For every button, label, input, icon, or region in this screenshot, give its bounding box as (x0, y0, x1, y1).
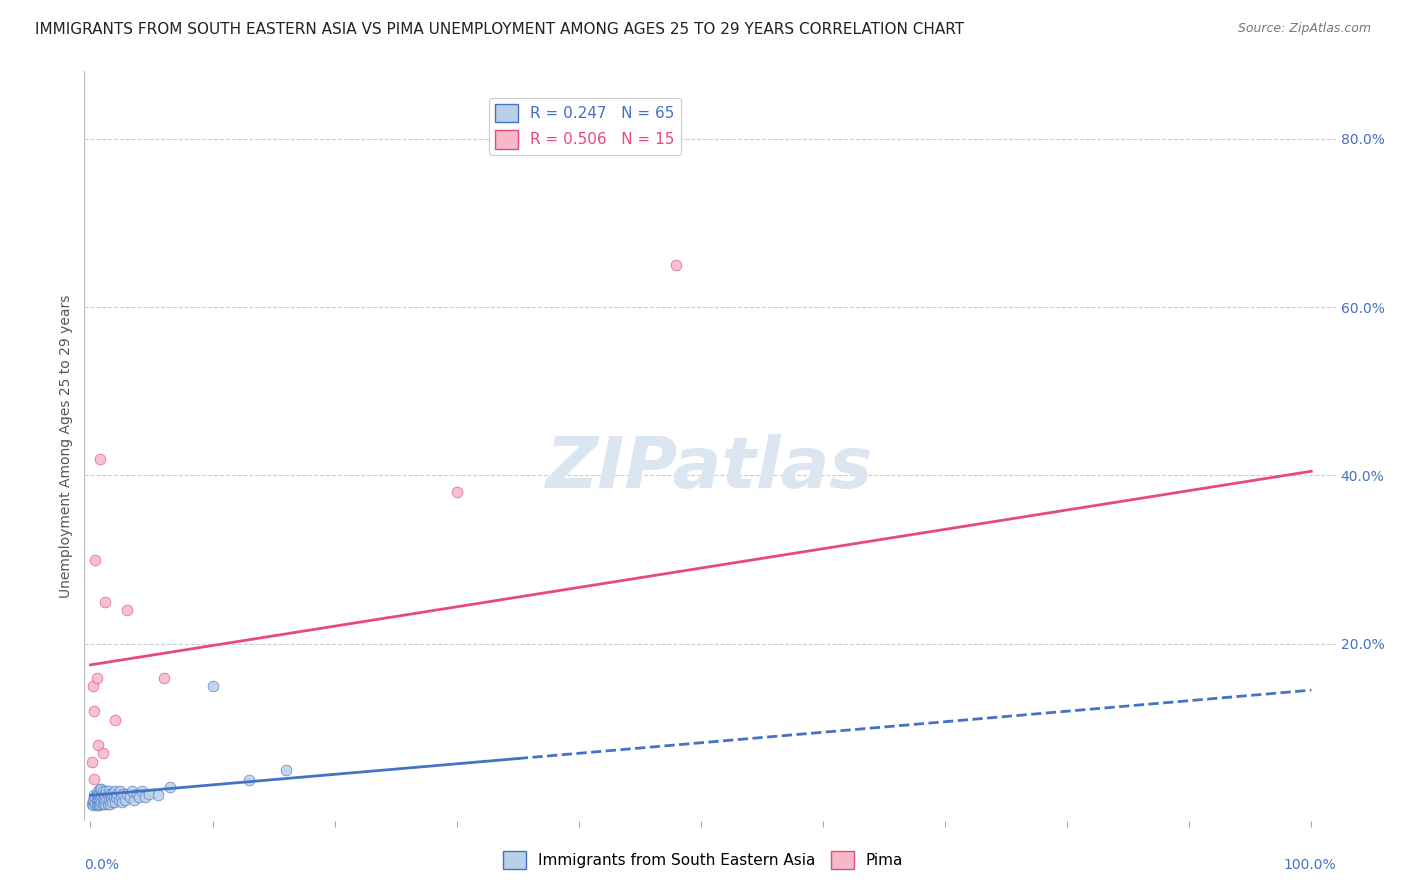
Point (86, 792, 108, 806)
Point (91, 797, 114, 811)
Point (105, 790, 128, 805)
Point (91, 746, 114, 760)
Point (83, 795, 105, 809)
Point (104, 795, 127, 809)
Point (87, 790, 110, 805)
Text: IMMIGRANTS FROM SOUTH EASTERN ASIA VS PIMA UNEMPLOYMENT AMONG AGES 25 TO 29 YEAR: IMMIGRANTS FROM SOUTH EASTERN ASIA VS PI… (35, 22, 965, 37)
Point (96, 792, 118, 806)
Point (101, 795, 124, 809)
Text: Source: ZipAtlas.com: Source: ZipAtlas.com (1237, 22, 1371, 36)
Point (665, 258, 688, 272)
Point (98, 797, 121, 811)
Point (87, 798, 110, 813)
Point (96, 789, 118, 803)
Point (115, 787, 138, 801)
Point (134, 790, 156, 805)
Point (91, 790, 114, 805)
Point (118, 790, 141, 805)
Point (89, 797, 111, 811)
Point (87, 797, 110, 811)
Point (105, 787, 128, 801)
Point (86, 798, 108, 813)
Text: 100.0%: 100.0% (1284, 858, 1336, 872)
Point (82, 792, 104, 806)
Point (101, 787, 124, 801)
Point (110, 790, 132, 805)
Point (87, 792, 110, 806)
Point (94, 797, 117, 811)
Point (89, 781, 111, 796)
Point (83, 772, 105, 786)
Point (87, 738, 110, 752)
Point (100, 790, 122, 805)
Point (93, 787, 115, 801)
Point (96, 784, 118, 798)
Point (152, 671, 174, 685)
Point (90, 781, 112, 796)
Point (91, 784, 114, 798)
Point (89, 790, 111, 805)
Point (96, 797, 118, 811)
Point (86, 671, 108, 685)
Point (124, 792, 146, 806)
Point (131, 784, 153, 798)
Y-axis label: Unemployment Among Ages 25 to 29 years: Unemployment Among Ages 25 to 29 years (59, 294, 73, 598)
Point (108, 784, 131, 798)
Point (89, 451, 111, 466)
Point (82, 679, 104, 693)
Point (104, 713, 127, 727)
Point (446, 485, 468, 500)
Point (98, 787, 121, 801)
Point (159, 780, 181, 794)
Point (107, 792, 129, 806)
Point (97, 792, 120, 806)
Point (125, 787, 148, 801)
Point (84, 552, 107, 566)
Point (97, 784, 120, 798)
Point (90, 795, 112, 809)
Legend: Immigrants from South Eastern Asia, Pima: Immigrants from South Eastern Asia, Pima (496, 845, 910, 875)
Point (94, 595, 117, 609)
Point (80, 755, 103, 769)
Point (138, 787, 160, 801)
Point (83, 704, 105, 718)
Point (87, 787, 110, 801)
Point (112, 787, 135, 801)
Point (83, 789, 105, 803)
Text: ZIPatlas: ZIPatlas (547, 434, 873, 503)
Point (111, 795, 134, 809)
Legend: R = 0.247   N = 65, R = 0.506   N = 15: R = 0.247 N = 65, R = 0.506 N = 15 (489, 98, 681, 155)
Point (80, 797, 103, 811)
Point (86, 787, 108, 801)
Point (104, 784, 127, 798)
Point (90, 789, 112, 803)
Point (87, 784, 110, 798)
Point (121, 784, 143, 798)
Point (238, 773, 260, 788)
Point (103, 790, 125, 805)
Point (201, 679, 224, 693)
Point (93, 795, 115, 809)
Point (128, 790, 150, 805)
Point (84, 790, 107, 805)
Point (274, 763, 297, 777)
Point (115, 603, 138, 617)
Point (146, 789, 169, 803)
Point (82, 798, 104, 813)
Point (94, 789, 117, 803)
Point (114, 792, 136, 806)
Text: 0.0%: 0.0% (84, 858, 120, 872)
Point (84, 797, 107, 811)
